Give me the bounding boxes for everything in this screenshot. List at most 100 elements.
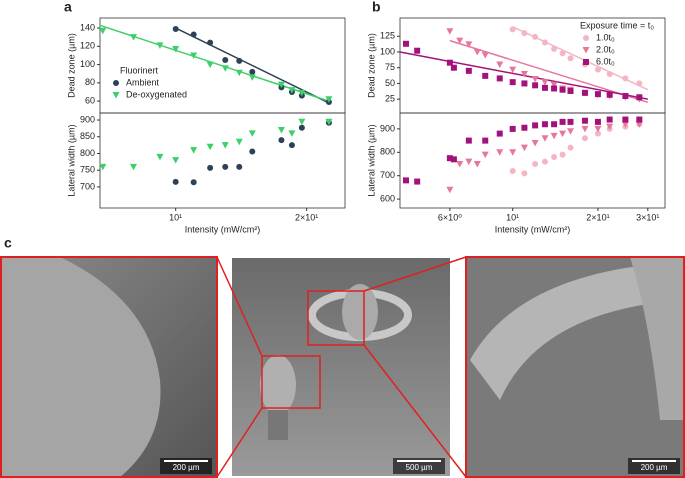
sem-feature xyxy=(470,262,684,400)
data-point xyxy=(249,68,256,75)
data-point xyxy=(277,81,285,89)
y-axis-label: Lateral width (µm) xyxy=(366,124,376,196)
x-tick-label: 2×10¹ xyxy=(586,212,609,222)
data-point xyxy=(509,26,516,33)
data-point xyxy=(566,128,574,135)
data-point xyxy=(172,178,179,185)
y-tick-label: 75 xyxy=(385,62,395,72)
legend-marker xyxy=(583,35,589,41)
data-point xyxy=(606,70,613,77)
zoom-box xyxy=(307,290,365,346)
data-point xyxy=(551,45,558,52)
sem-feature xyxy=(1,257,161,477)
fit-line xyxy=(449,39,649,104)
data-point xyxy=(509,125,516,132)
data-point xyxy=(521,30,528,37)
y-tick-label: 900 xyxy=(380,123,395,133)
legend-marker xyxy=(112,92,120,99)
data-point xyxy=(190,147,198,154)
data-point xyxy=(532,122,539,129)
y-tick-label: 125 xyxy=(380,31,395,41)
data-point xyxy=(559,50,566,57)
data-point xyxy=(288,87,296,94)
y-tick-label: 600 xyxy=(380,193,395,203)
data-point xyxy=(531,76,539,83)
y-tick-label: 850 xyxy=(80,131,95,141)
data-point xyxy=(222,57,229,64)
data-point xyxy=(567,118,574,125)
data-point xyxy=(236,163,243,170)
data-point xyxy=(520,144,528,152)
data-point xyxy=(172,157,180,164)
panel-label: a xyxy=(64,0,72,15)
data-point xyxy=(465,137,472,144)
data-point xyxy=(567,87,574,94)
data-point xyxy=(541,84,548,91)
data-point xyxy=(551,153,558,160)
data-point xyxy=(559,130,567,138)
y-tick-label: 800 xyxy=(80,148,95,158)
data-point xyxy=(172,46,180,53)
data-point xyxy=(298,89,306,97)
legend-label: 6.0t₀ xyxy=(596,56,615,66)
zoom-line xyxy=(216,407,263,478)
y-tick-label: 900 xyxy=(80,114,95,124)
data-point xyxy=(473,48,481,56)
data-point xyxy=(221,142,229,149)
data-point xyxy=(551,85,558,92)
data-point xyxy=(559,118,566,125)
x-tick-label: 3×10¹ xyxy=(636,212,659,222)
data-point xyxy=(521,80,528,87)
legend-marker xyxy=(583,59,589,65)
data-point xyxy=(446,59,453,66)
data-point xyxy=(482,137,489,144)
data-point xyxy=(414,178,421,185)
data-point xyxy=(541,121,548,128)
data-point xyxy=(559,151,566,158)
data-point xyxy=(509,66,517,74)
data-point xyxy=(207,164,214,171)
data-point xyxy=(594,91,601,98)
data-point xyxy=(465,158,473,166)
data-point xyxy=(206,61,214,69)
fit-line xyxy=(175,27,330,104)
data-point xyxy=(581,117,588,124)
data-point xyxy=(465,67,472,74)
x-tick-label: 2×10¹ xyxy=(295,212,318,222)
plot-frame xyxy=(399,112,666,209)
data-point xyxy=(509,79,516,86)
legend-title: Exposure time = t₀ xyxy=(580,20,654,30)
data-point xyxy=(298,118,306,126)
y-tick-label: 60 xyxy=(85,96,95,106)
data-point xyxy=(99,27,107,35)
data-point xyxy=(621,121,629,128)
scale-bar-label: 200 µm xyxy=(641,463,668,472)
data-point xyxy=(403,40,410,47)
data-point xyxy=(456,161,464,168)
data-point xyxy=(130,163,138,171)
data-point xyxy=(581,89,588,96)
data-point xyxy=(550,81,558,89)
data-point xyxy=(298,124,305,131)
y-tick-label: 750 xyxy=(80,165,95,175)
data-point xyxy=(541,39,548,46)
data-point xyxy=(541,135,549,142)
data-point xyxy=(235,69,243,77)
sem-feature xyxy=(260,355,296,415)
x-tick-label: 10¹ xyxy=(169,212,182,222)
data-point xyxy=(403,177,410,184)
data-point xyxy=(221,65,229,72)
data-point xyxy=(636,94,643,101)
data-point xyxy=(236,57,243,64)
data-point xyxy=(288,142,295,149)
data-point xyxy=(473,161,481,168)
y-tick-label: 80 xyxy=(85,77,95,87)
sem-feature xyxy=(342,284,378,340)
data-point xyxy=(594,125,602,133)
data-point xyxy=(450,64,457,71)
data-point xyxy=(481,52,489,59)
y-tick-label: 700 xyxy=(380,170,395,180)
data-point xyxy=(521,124,528,131)
data-point xyxy=(606,123,614,131)
